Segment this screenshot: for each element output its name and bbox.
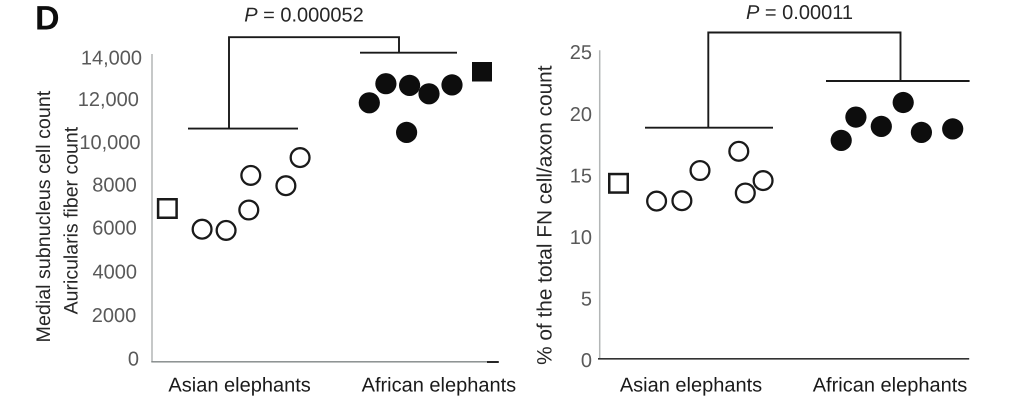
svg-text:15: 15 bbox=[570, 165, 592, 187]
svg-text:10: 10 bbox=[570, 227, 592, 249]
svg-text:P = 0.000052: P = 0.000052 bbox=[244, 5, 364, 27]
svg-text:D: D bbox=[35, 0, 60, 38]
svg-text:P = 0.00011: P = 0.00011 bbox=[746, 2, 853, 24]
svg-text:8000: 8000 bbox=[92, 175, 137, 197]
svg-text:Asian elephants: Asian elephants bbox=[620, 374, 762, 396]
svg-text:0: 0 bbox=[128, 348, 139, 370]
svg-text:African elephants: African elephants bbox=[362, 374, 517, 396]
svg-text:12,000: 12,000 bbox=[78, 89, 139, 111]
svg-text:4000: 4000 bbox=[93, 262, 138, 284]
svg-text:20: 20 bbox=[570, 104, 592, 126]
svg-text:% of the total FN cell/axon co: % of the total FN cell/axon count bbox=[533, 65, 556, 365]
svg-text:25: 25 bbox=[570, 42, 592, 64]
svg-text:0: 0 bbox=[581, 350, 592, 372]
svg-text:14,000: 14,000 bbox=[81, 48, 142, 70]
svg-text:African elephants: African elephants bbox=[813, 374, 968, 396]
svg-text:Medial subnucleus cell count: Medial subnucleus cell count bbox=[33, 90, 55, 342]
svg-text:Asian elephants: Asian elephants bbox=[168, 374, 310, 396]
svg-text:6000: 6000 bbox=[92, 217, 137, 239]
svg-text:10,000: 10,000 bbox=[79, 132, 140, 154]
svg-text:2000: 2000 bbox=[92, 305, 137, 327]
svg-text:5: 5 bbox=[581, 289, 592, 311]
svg-text:Auricularis fiber count: Auricularis fiber count bbox=[61, 126, 83, 314]
